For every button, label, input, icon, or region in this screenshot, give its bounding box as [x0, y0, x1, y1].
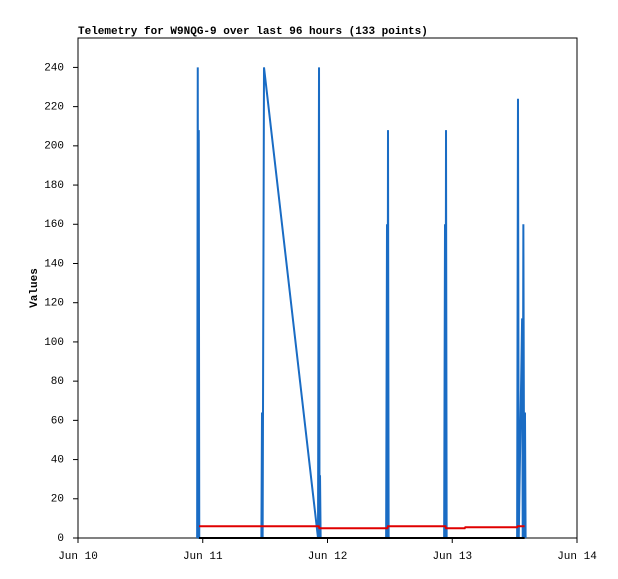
x-tick-label: Jun 10: [58, 551, 98, 563]
y-tick-label: 20: [51, 494, 64, 506]
x-tick-label: Jun 13: [432, 551, 472, 563]
series-line: [199, 525, 525, 530]
y-tick-label: 0: [57, 533, 64, 545]
y-tick-label: 40: [51, 454, 64, 466]
y-tick-label: 160: [44, 219, 64, 231]
y-tick-label: 80: [51, 376, 64, 388]
y-tick-label: 60: [51, 415, 64, 427]
x-tick-label: Jun 11: [183, 551, 223, 563]
y-tick-label: 200: [44, 141, 64, 153]
y-tick-label: 220: [44, 102, 64, 114]
x-tick-label: Jun 12: [308, 551, 348, 563]
y-axis-label: Values: [29, 268, 41, 308]
plot-frame: [77, 37, 578, 539]
x-tick-label: Jun 14: [557, 551, 597, 563]
y-tick-label: 180: [44, 180, 64, 192]
chart-title: Telemetry for W9NQG-9 over last 96 hours…: [78, 26, 428, 38]
y-tick-label: 240: [44, 62, 64, 74]
y-tick-label: 100: [44, 337, 64, 349]
y-tick-label: 140: [44, 258, 64, 270]
y-tick-label: 120: [44, 298, 64, 310]
